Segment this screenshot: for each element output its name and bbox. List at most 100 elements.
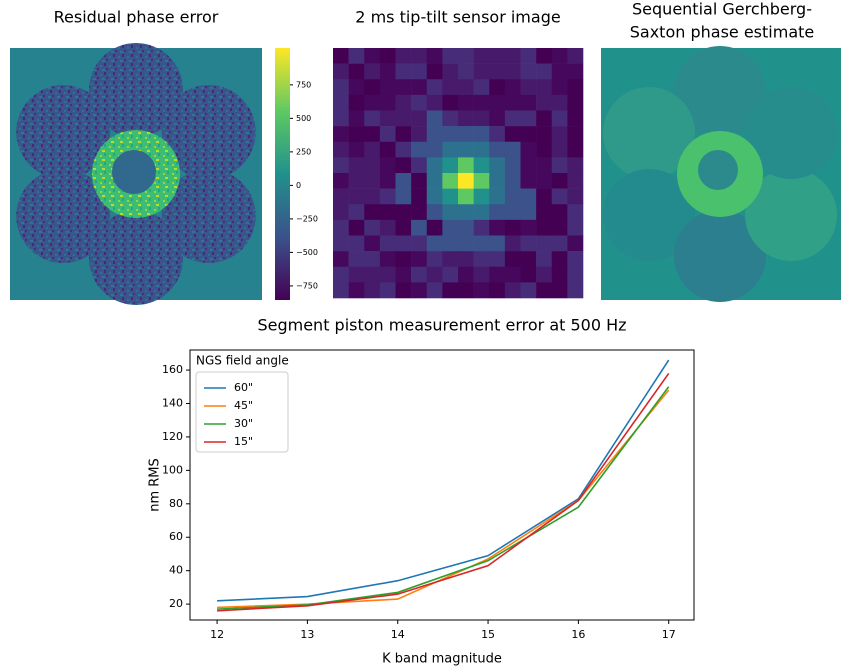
y-tick-label: 140 [162,396,183,409]
pixel [348,48,365,64]
pixel [520,173,537,189]
pixel [364,204,381,221]
panel-title: Saxton phase estimate [630,23,815,42]
pixel [348,173,365,189]
pixel [395,63,412,80]
pixel [348,188,365,205]
colorbar-tick-label: −500 [296,248,318,257]
pixel [551,126,568,143]
pixel [567,63,584,80]
segment-hole [698,150,738,190]
colorbar [275,48,290,300]
pixel [348,235,365,252]
pixel [364,219,381,236]
pixel [504,110,521,127]
pixel [426,94,443,111]
pixel [426,110,443,127]
segment [16,85,111,179]
pixel [442,173,459,189]
pixel [348,219,365,236]
y-tick-label: 120 [162,430,183,443]
y-tick-label: 100 [162,463,183,476]
pixel [458,204,474,221]
pixel [348,204,365,221]
legend-box [195,371,289,453]
pixel [551,173,568,189]
pixel [411,282,428,299]
pixel [333,157,349,174]
x-tick-label: 15 [481,628,495,641]
pixel [504,63,521,80]
pixel [567,79,584,96]
segment [745,87,838,179]
pixel [567,94,584,111]
colorbar-tick-label: 250 [296,147,311,156]
pixel [551,110,568,127]
legend-label: 15" [234,435,253,448]
pixel [395,188,412,205]
pixel [489,48,506,64]
y-tick-label: 40 [169,564,183,577]
pixel [536,219,553,236]
pixel [536,188,553,205]
pixel [536,173,553,189]
pixel [395,157,412,174]
pixel [520,48,537,64]
pixel [442,266,459,283]
pixel [489,94,506,111]
pixel [458,188,474,205]
pixel [473,235,490,252]
pixel [395,110,412,127]
pixel [473,63,490,80]
pixel [364,94,381,111]
segment [602,169,695,261]
pixel [395,94,412,111]
pixel [411,110,428,127]
pixel [379,157,396,174]
pixel [551,63,568,80]
pixel [379,204,396,221]
pixel [442,235,459,252]
pixel [348,251,365,268]
pixel [473,251,490,268]
pixel [364,141,381,158]
pixel [426,235,443,252]
colorbar-tick-label: 750 [296,80,311,89]
pixel [333,94,349,111]
pixel [473,282,490,299]
pixel [458,126,474,143]
pixel [458,79,474,96]
pixel [379,251,396,268]
pixel [551,282,568,299]
pixel [520,126,537,143]
pixel [489,219,506,236]
pixel [395,282,412,299]
panel-title: Residual phase error [54,8,219,27]
pixel [333,110,349,127]
pixel [458,157,474,174]
pixel [333,141,349,158]
pixel [536,235,553,252]
pixel [379,219,396,236]
pixel [411,94,428,111]
pixel [473,141,490,158]
pixel [442,157,459,174]
pixel [364,235,381,252]
pixel [489,110,506,127]
pixel [458,266,474,283]
pixel [536,282,553,299]
pixel [536,141,553,158]
pixel [551,251,568,268]
pixel [411,188,428,205]
chart-title: Segment piston measurement error at 500 … [257,316,626,335]
pixel [551,188,568,205]
pixel [395,48,412,64]
colorbar-tick-label: 0 [296,181,301,190]
pixel [520,157,537,174]
segment [602,87,695,179]
y-axis-label: nm RMS [148,458,163,512]
pixel [536,251,553,268]
pixel [520,79,537,96]
x-tick-label: 12 [210,628,224,641]
panel-title: 2 ms tip-tilt sensor image [355,8,560,27]
